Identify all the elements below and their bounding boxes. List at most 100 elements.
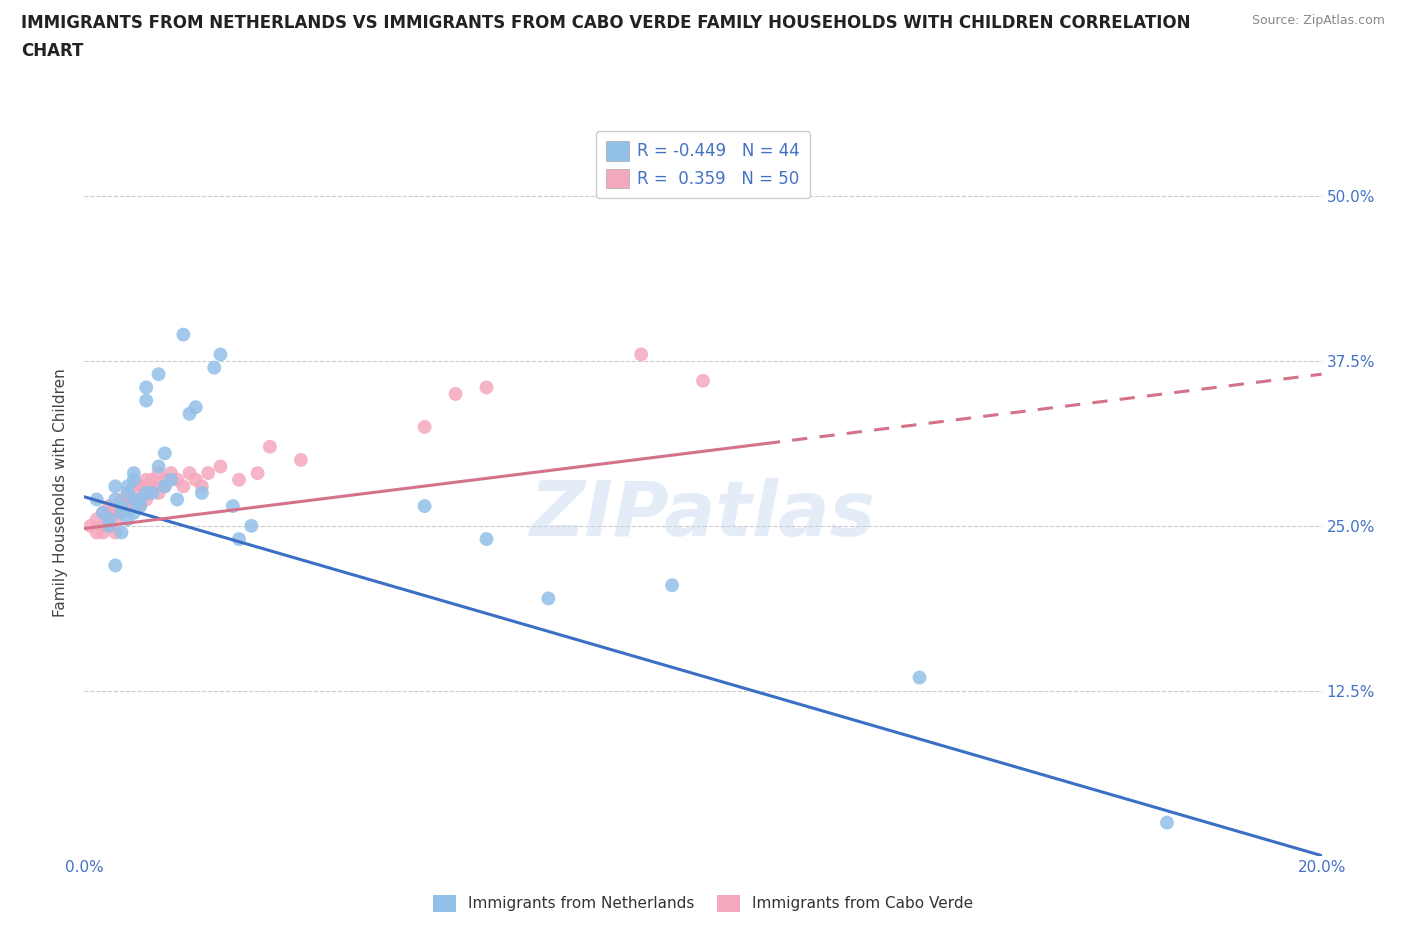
Point <box>122 498 145 513</box>
Point <box>661 578 683 592</box>
Point <box>191 479 214 494</box>
Point <box>104 505 127 520</box>
Text: Source: ZipAtlas.com: Source: ZipAtlas.com <box>1251 14 1385 27</box>
Point <box>129 492 152 507</box>
Point <box>104 498 127 513</box>
Point <box>166 472 188 487</box>
Point <box>160 472 183 487</box>
Point <box>240 518 263 533</box>
Point <box>110 505 132 520</box>
Point <box>135 479 157 494</box>
Point <box>91 505 114 520</box>
Point <box>209 347 232 362</box>
Point <box>141 479 163 494</box>
Point <box>172 327 194 342</box>
Point <box>91 518 114 533</box>
Point <box>153 472 176 487</box>
Point <box>117 485 139 500</box>
Point <box>135 492 157 507</box>
Point <box>172 479 194 494</box>
Point <box>191 485 214 500</box>
Point <box>153 445 176 460</box>
Text: IMMIGRANTS FROM NETHERLANDS VS IMMIGRANTS FROM CABO VERDE FAMILY HOUSEHOLDS WITH: IMMIGRANTS FROM NETHERLANDS VS IMMIGRANT… <box>21 14 1191 32</box>
Point <box>475 532 498 547</box>
Point <box>153 479 176 494</box>
Text: CHART: CHART <box>21 42 83 60</box>
Point <box>135 472 157 487</box>
Point <box>86 512 108 526</box>
Point <box>110 492 132 507</box>
Legend: R = -0.449   N = 44, R =  0.359   N = 50: R = -0.449 N = 44, R = 0.359 N = 50 <box>596 131 810 198</box>
Point <box>117 512 139 526</box>
Point <box>91 525 114 540</box>
Point <box>135 393 157 408</box>
Point <box>228 532 250 547</box>
Point <box>104 525 127 540</box>
Point <box>202 360 225 375</box>
Point <box>122 492 145 507</box>
Point <box>122 466 145 481</box>
Point <box>135 485 157 500</box>
Point <box>413 498 436 513</box>
Point <box>104 558 127 573</box>
Point <box>104 512 127 526</box>
Legend: Immigrants from Netherlands, Immigrants from Cabo Verde: Immigrants from Netherlands, Immigrants … <box>426 889 980 918</box>
Point <box>86 525 108 540</box>
Point <box>160 466 183 481</box>
Point <box>117 498 139 513</box>
Point <box>246 466 269 481</box>
Point <box>110 498 132 513</box>
Point <box>98 498 121 513</box>
Point <box>166 492 188 507</box>
Point <box>135 380 157 395</box>
Point <box>79 518 101 533</box>
Y-axis label: Family Households with Children: Family Households with Children <box>53 368 69 618</box>
Point <box>630 347 652 362</box>
Point <box>117 485 139 500</box>
Point <box>104 479 127 494</box>
Point <box>104 492 127 507</box>
Point <box>122 479 145 494</box>
Point <box>184 472 207 487</box>
Point <box>122 472 145 487</box>
Text: ZIPatlas: ZIPatlas <box>530 478 876 551</box>
Point <box>98 512 121 526</box>
Point <box>908 671 931 685</box>
Point <box>222 498 245 513</box>
Point <box>98 518 121 533</box>
Point <box>122 505 145 520</box>
Point <box>153 479 176 494</box>
Point <box>110 525 132 540</box>
Point <box>184 400 207 415</box>
Point <box>86 492 108 507</box>
Point <box>148 366 170 381</box>
Point <box>197 466 219 481</box>
Point <box>692 373 714 388</box>
Point <box>117 492 139 507</box>
Point <box>117 479 139 494</box>
Point <box>110 505 132 520</box>
Point <box>98 505 121 520</box>
Point <box>290 453 312 468</box>
Point <box>1156 816 1178 830</box>
Point <box>179 406 201 421</box>
Point <box>141 485 163 500</box>
Point <box>475 380 498 395</box>
Point <box>413 419 436 434</box>
Point <box>141 472 163 487</box>
Point <box>91 505 114 520</box>
Point <box>444 387 467 402</box>
Point <box>129 498 152 513</box>
Point <box>148 485 170 500</box>
Point <box>98 518 121 533</box>
Point <box>179 466 201 481</box>
Point <box>148 459 170 474</box>
Point <box>129 492 152 507</box>
Point <box>228 472 250 487</box>
Point <box>148 466 170 481</box>
Point <box>209 459 232 474</box>
Point <box>259 439 281 454</box>
Point <box>537 591 560 605</box>
Point <box>110 498 132 513</box>
Point <box>129 498 152 513</box>
